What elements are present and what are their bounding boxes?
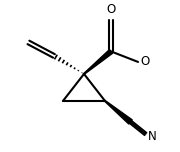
Polygon shape [84,50,112,74]
Text: N: N [148,130,157,143]
Text: O: O [141,55,150,68]
Polygon shape [105,101,132,124]
Text: O: O [106,3,116,16]
